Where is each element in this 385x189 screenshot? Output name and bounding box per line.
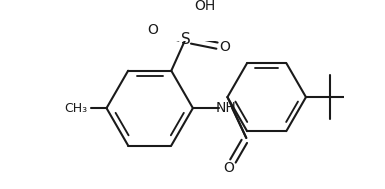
Text: NH: NH [216, 101, 236, 115]
Text: OH: OH [194, 0, 216, 13]
Text: O: O [224, 161, 234, 175]
Text: O: O [219, 40, 230, 54]
Text: CH₃: CH₃ [65, 102, 88, 115]
Text: O: O [147, 23, 158, 37]
Text: S: S [181, 32, 190, 47]
